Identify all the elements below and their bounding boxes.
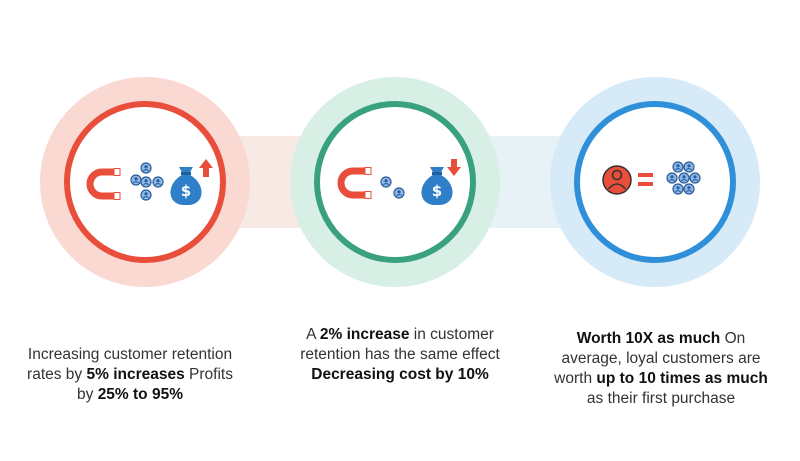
stat-text-loyal-worth: Worth 10X as much On average, loyal cust… xyxy=(545,329,777,409)
stat-text-retention-cost: A 2% increase in customer retention has … xyxy=(286,325,514,385)
infographic-graphic: $ xyxy=(40,77,760,287)
stat-circle-2 xyxy=(290,77,500,287)
equals-icon xyxy=(638,173,653,186)
caption-bold-text: 2% increase xyxy=(319,326,410,343)
customer-avatar-icon xyxy=(602,165,632,195)
stat-circle-1 xyxy=(40,77,250,287)
arrow-down-icon xyxy=(447,159,461,176)
caption-text: in customer retention has the same effec… xyxy=(300,326,500,363)
caption-text: A xyxy=(306,326,320,343)
caption-bold-text: Decreasing cost by 10% xyxy=(311,366,489,383)
caption-text: Increasing customer retention rates by xyxy=(27,346,233,383)
caption-text: On average, loyal customers are worth xyxy=(554,330,761,387)
stat-circle-3 xyxy=(550,77,760,287)
caption-bold-text: Worth 10X as much xyxy=(576,330,721,347)
caption-bold-text: 25% to 95% xyxy=(97,386,183,403)
caption-bold-text: up to 10 times as much xyxy=(596,370,768,387)
stat-text-retention-profits: Increasing customer retention rates by 5… xyxy=(20,345,240,405)
caption-bold-text: 5% increases xyxy=(86,366,185,383)
caption-text: as their first purchase xyxy=(586,390,736,407)
caption-text: Profits by xyxy=(77,366,233,403)
arrow-up-icon xyxy=(199,159,213,177)
